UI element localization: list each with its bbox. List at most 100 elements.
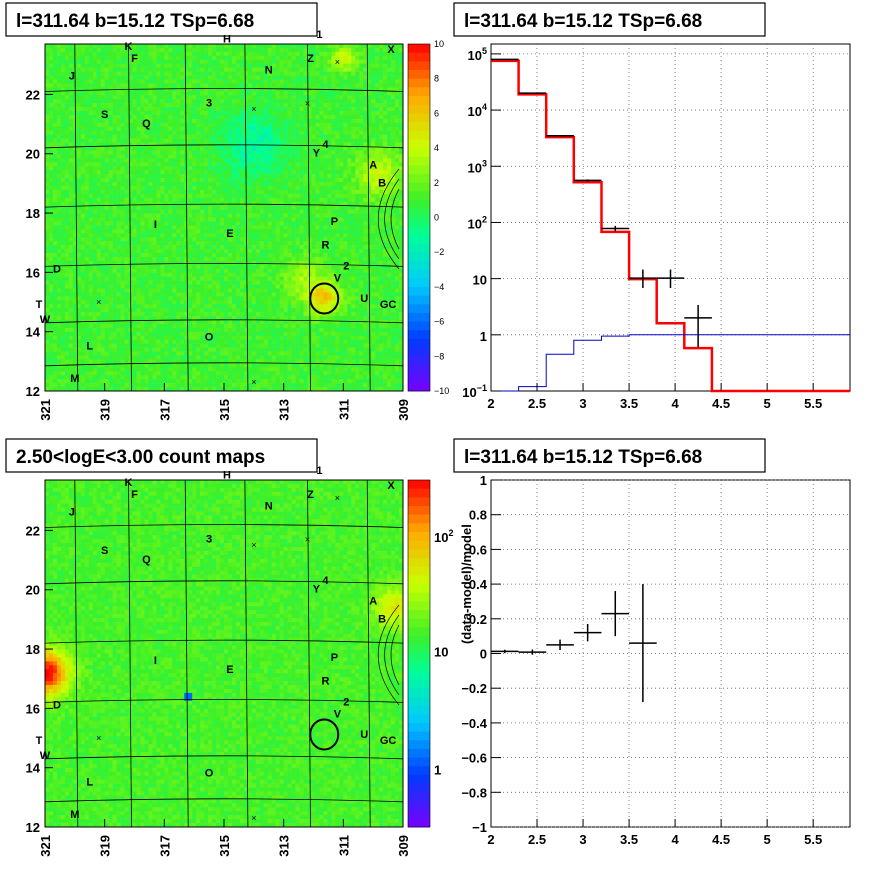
panel0-cross-marker: × [305,98,310,108]
panel2-source-label: H [223,470,231,482]
panel1-ytick-label: 1 [480,329,487,344]
panel3-frame [490,479,851,828]
panel2-map-cells [45,480,404,828]
panel1-ytick-label: 103 [468,158,487,175]
panel2-source-label: 3 [206,533,212,545]
panel3-ytick-label: 0.6 [469,542,487,557]
panel0-xtick-label: 313 [277,399,292,421]
panel2-source-label: L [86,776,93,788]
panel2-source-label: 4 [322,575,329,587]
panel2-source-label: U [360,729,368,741]
panel3-ytick-label: 1 [480,473,487,488]
panel2-source-label: GC [380,735,397,747]
panel3-xtick-label: 5 [764,832,771,847]
panel2-source-label: Y [313,584,321,596]
panel2-source-label: S [101,545,108,557]
panel0-cross-marker: × [335,57,340,67]
panel0-source-label: GC [380,299,397,311]
panel2-cross-marker: × [335,493,340,503]
panel3-xtick-label: 2.5 [528,832,546,847]
panel0-title-box [5,2,318,37]
panel0-source-label: 2 [343,260,349,272]
panel2-source-label: R [321,676,329,688]
panel3-title-box [453,438,766,473]
panel3-ytick-label: 0.8 [469,508,487,523]
panel0-colorbar-label: −10 [434,386,449,396]
panel0-xtick-label: 321 [38,399,53,421]
panel2-source-label: M [70,809,79,821]
panel1-xtick-label: 5 [764,396,771,411]
panel0-xtick-label: 309 [396,399,411,421]
panel2-source-label: A [369,596,377,608]
panel0-source-label: X [387,44,395,56]
panel0-source-label: N [265,65,273,77]
panel0-xtick-label: 311 [336,399,351,420]
panel3-xtick-label: 3.5 [620,832,638,847]
panel0-xtick-label: 317 [157,399,172,421]
panel1-title: l=311.64 b=15.12 TSp=6.68 [464,11,702,32]
panel0-map-cells [45,44,404,392]
panel3-title: l=311.64 b=15.12 TSp=6.68 [464,447,702,468]
panel3-ylabel: (data-model)/model [459,524,474,644]
panel2-xtick-label: 319 [98,835,113,857]
panel2-source-label: K [125,477,133,489]
panel2-source-label: 2 [343,696,349,708]
panel3-xtick-label: 4.5 [712,832,730,847]
panel3-ytick-label: −0.8 [461,785,487,800]
panel0-ytick-label: 16 [26,265,40,280]
panel1-ytick-label: 104 [468,102,487,119]
panel0-title: l=311.64 b=15.12 TSp=6.68 [16,11,254,32]
panel2-source-label: Z [307,489,314,501]
panel1-frame [490,43,851,392]
panel2-ytick-label: 14 [26,761,41,776]
panel0-source-label: I [154,219,157,231]
panel0-source-label: V [334,272,342,284]
panel2-source-circle [309,718,340,751]
panel2-xtick-label: 321 [38,835,53,857]
panel2-cross-marker: × [96,733,101,743]
panel0-source-label: Y [313,148,321,160]
panel2-ytick-label: 22 [26,523,40,538]
panel3-ytick-label: −0.4 [461,716,487,731]
panel2-ytick-label: 12 [26,820,40,835]
panel2-title: 2.50<logE<3.00 count maps [16,447,265,468]
panel1-xtick-label: 5.5 [804,396,822,411]
panel2-source-label: T [36,735,43,747]
panel0-contours [378,168,400,270]
panel1-xtick-label: 2.5 [528,396,546,411]
panel2-cross-marker: × [251,540,256,550]
panel2-source-label: E [226,664,233,676]
panel0-source-label: T [36,299,43,311]
panel2-source-label: N [265,501,273,513]
panel2-colorbar-label: 102 [434,528,453,545]
panel2-source-label: D [53,699,61,711]
panel1-ytick-label: 102 [468,214,487,231]
panel3-ytick-label: 0.2 [469,612,487,627]
panel1-title-box [453,2,766,37]
panel3-ytick-label: −0.2 [461,681,487,696]
panel2-ytick-label: 16 [26,701,40,716]
panel0-source-label: B [378,177,386,189]
panel1-ytick-label: 105 [468,46,487,63]
panel2-cross-marker: × [305,534,310,544]
panel0-colorbar-label: 2 [434,178,439,188]
panel2-ytick-label: 18 [26,642,40,657]
panel2-contours [378,604,400,706]
panel0-colorbar-label: 4 [434,143,439,153]
panel2-xtick-label: 317 [157,835,172,857]
panel2-coord-grid [44,479,404,828]
panel0-cross-marker: × [251,104,256,114]
panel1-ytick-label: 10 [473,273,487,288]
panel2-source-label: P [331,652,338,664]
panel3-ytick-label: 0 [480,647,487,662]
panel0-ytick-label: 12 [26,384,40,399]
panel0-coord-grid [44,43,404,392]
panel2-source-label: W [40,750,51,762]
panel1-xtick-label: 3.5 [620,396,638,411]
panel1-xtick-label: 4.5 [712,396,730,411]
panel0-source-label: D [53,263,61,275]
panel0-colorbar-frame [407,43,431,392]
panel2-cross-marker: × [251,813,256,823]
panel2-colorbar [408,480,430,828]
